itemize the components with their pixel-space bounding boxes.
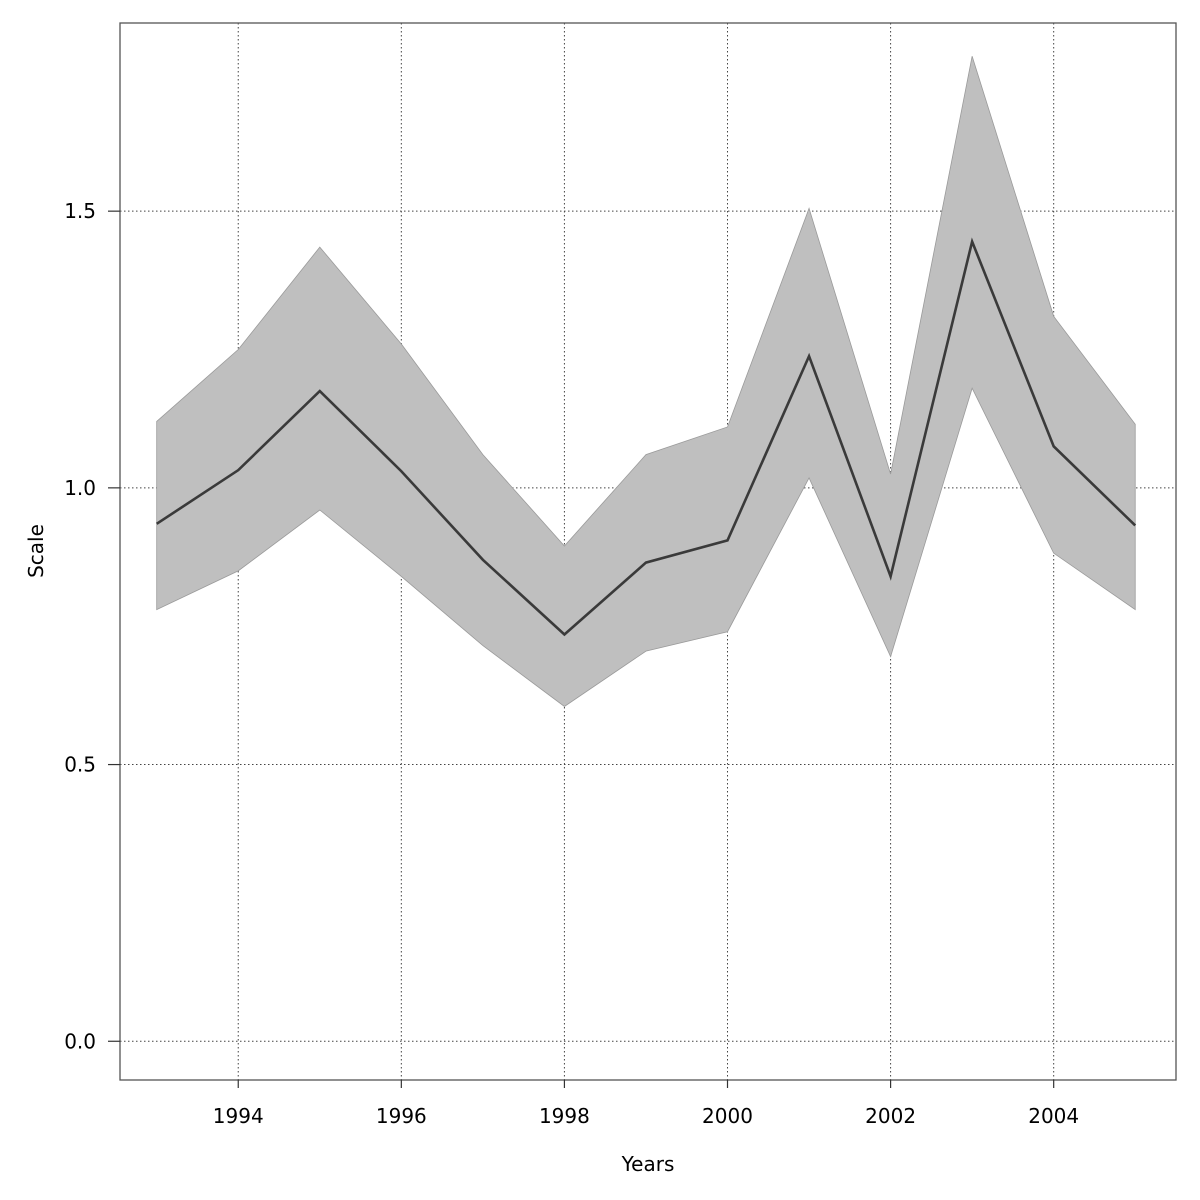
confidence-band <box>156 56 1136 707</box>
x-tick-label: 2000 <box>702 1104 753 1128</box>
x-tick-label: 2002 <box>865 1104 916 1128</box>
x-tick-label: 1998 <box>539 1104 590 1128</box>
plot-frame <box>119 22 1177 1081</box>
y-tick-label: 0.5 <box>64 753 96 777</box>
x-tick-label: 2004 <box>1028 1104 1079 1128</box>
y-tick-label: 0.0 <box>64 1029 96 1053</box>
x-axis: 1994 1996 1998 2000 2002 2004 <box>213 1080 1079 1128</box>
x-tick-label: 1994 <box>213 1104 264 1128</box>
y-tick-label: 1.5 <box>64 199 96 223</box>
x-axis-title: Years <box>621 1152 675 1176</box>
y-tick-label: 1.0 <box>64 476 96 500</box>
series-line-layer <box>155 237 1137 637</box>
x-tick-label: 1996 <box>376 1104 427 1128</box>
y-axis-title: Scale <box>24 524 48 578</box>
y-axis: 0.0 0.5 1.0 1.5 <box>64 199 120 1053</box>
confidence-band-layer <box>156 56 1136 707</box>
